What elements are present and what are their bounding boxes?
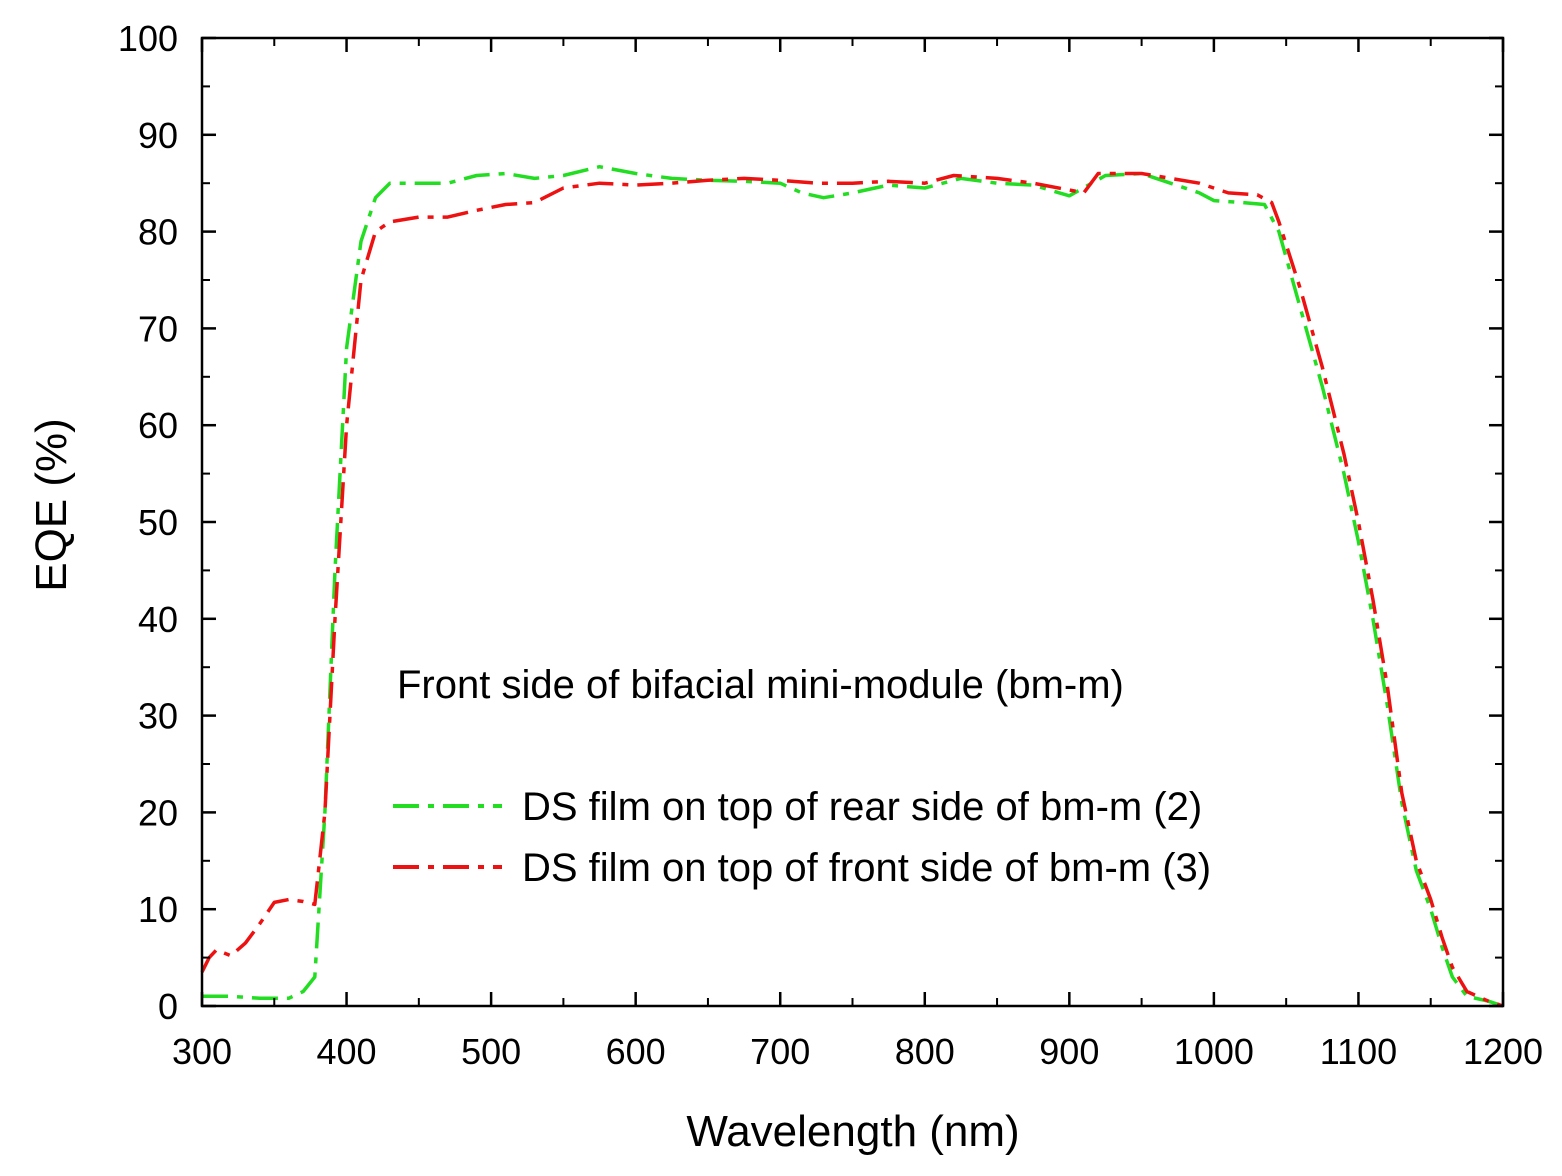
y-tick-label: 100 — [118, 18, 178, 59]
y-tick-label: 70 — [138, 308, 178, 349]
x-tick-label: 1100 — [1320, 1031, 1397, 1072]
chart-annotation: Front side of bifacial mini-module (bm-m… — [397, 663, 1124, 707]
y-tick-label: 40 — [138, 599, 178, 640]
x-tick-label: 500 — [461, 1031, 521, 1072]
y-axis-title: EQE (%) — [27, 418, 76, 592]
x-tick-label: 700 — [750, 1031, 810, 1072]
x-tick-label: 900 — [1039, 1031, 1099, 1072]
legend: DS film on top of rear side of bm-m (2) … — [393, 785, 1211, 890]
x-tick-label: 600 — [606, 1031, 666, 1072]
y-tick-label: 90 — [138, 115, 178, 156]
x-tick-label: 800 — [895, 1031, 955, 1072]
y-tick-label: 30 — [138, 696, 178, 737]
series-layer — [200, 164, 1504, 1008]
y-tick-label: 20 — [138, 792, 178, 833]
axis-ticks: 300 400 500 600 700 800 900 1000 1100 1200 0 10 20 30… — [118, 18, 1543, 1072]
legend-label-series-1: DS film on top of rear side of bm-m (2) — [522, 785, 1202, 829]
series-line-2 — [200, 171, 1504, 1008]
x-tick-label: 1200 — [1463, 1031, 1543, 1072]
y-tick-label: 80 — [138, 212, 178, 253]
x-tick-label: 300 — [172, 1031, 232, 1072]
x-tick-label: 400 — [317, 1031, 377, 1072]
x-axis-title: Wavelength (nm) — [686, 1107, 1019, 1156]
y-tick-label: 60 — [138, 405, 178, 446]
series-line-1 — [202, 164, 1504, 1008]
x-tick-label: 1000 — [1174, 1031, 1254, 1072]
y-tick-label: 50 — [138, 502, 178, 543]
y-tick-label: 10 — [138, 889, 178, 930]
legend-label-series-2: DS film on top of front side of bm-m (3) — [522, 846, 1211, 890]
y-tick-label: 0 — [158, 986, 178, 1027]
